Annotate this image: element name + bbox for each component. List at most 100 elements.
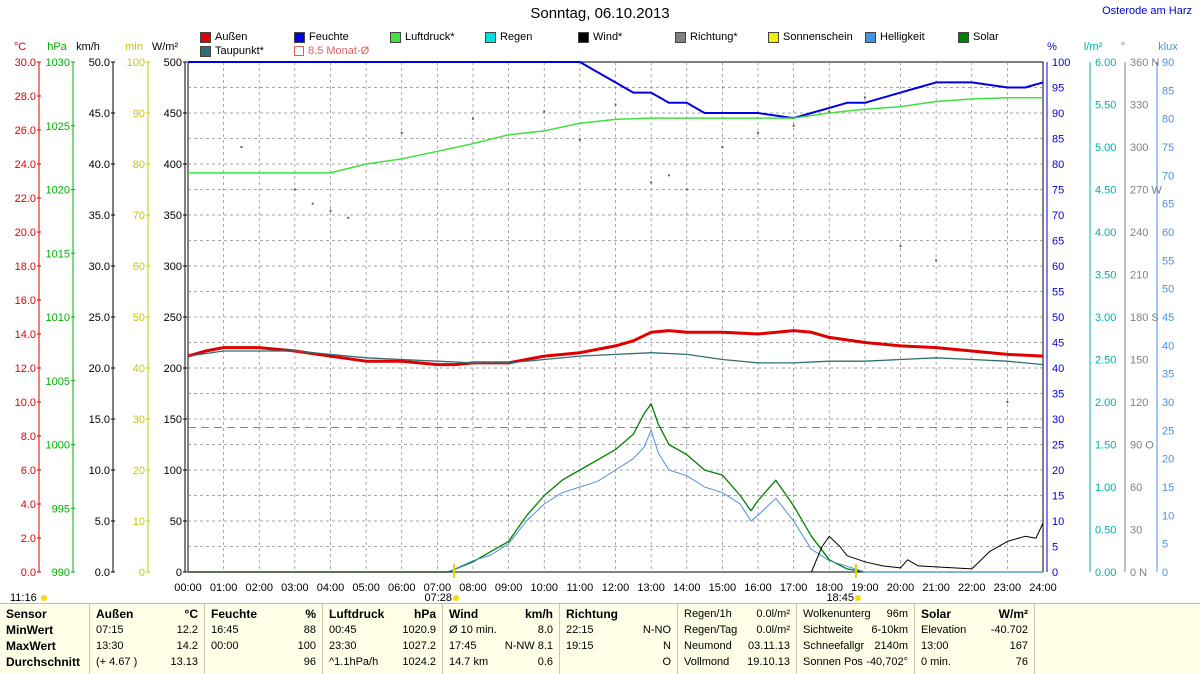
direction-point bbox=[240, 146, 243, 148]
x-tick-label: 04:00 bbox=[317, 582, 345, 594]
stats-cell-value: 8.0 bbox=[537, 624, 553, 636]
legend-swatch bbox=[200, 31, 211, 43]
axis-tick-label: 1030 bbox=[46, 57, 70, 69]
axis-tick-label: 14.0 bbox=[15, 329, 36, 341]
stats-header: Feuchte bbox=[211, 607, 258, 621]
axis-tick-label: 500 bbox=[164, 57, 182, 69]
stats-cell-value: 100 bbox=[297, 640, 316, 652]
axis-tick-label: 30 bbox=[1162, 397, 1174, 409]
stats-header: Wind bbox=[449, 607, 479, 621]
axis-tick-label: 2.0 bbox=[21, 533, 36, 545]
direction-point bbox=[293, 188, 296, 191]
stats-unit: hPa bbox=[413, 607, 436, 621]
sunrise-marker-label: 07:28 bbox=[424, 592, 452, 603]
axis-unit: l/m² bbox=[1084, 41, 1103, 53]
axis-tick-label: 10.0 bbox=[15, 397, 36, 409]
stats-cell-time: 13:00 bbox=[921, 640, 949, 652]
axis-tick-label: 30 bbox=[1130, 525, 1142, 537]
axis-tick-label: 2.50 bbox=[1095, 355, 1116, 367]
x-tick-label: 06:00 bbox=[388, 582, 416, 594]
axis-tick-label: 5.0 bbox=[95, 516, 110, 528]
direction-point bbox=[614, 103, 617, 106]
axis-tick-label: 40 bbox=[1162, 340, 1174, 352]
legend-label: Feuchte bbox=[309, 31, 349, 43]
axis-tick-label: 5.00 bbox=[1095, 142, 1116, 154]
direction-point bbox=[721, 146, 724, 148]
stats-column: Feuchte% 16:45 88 00:00 100 96 bbox=[205, 604, 323, 674]
legend-swatch bbox=[675, 31, 686, 43]
direction-point bbox=[828, 110, 831, 113]
axis-tick-label: 0.50 bbox=[1095, 525, 1116, 537]
stats-row-label: MinWert bbox=[6, 623, 54, 637]
axis-tick-label: 4.0 bbox=[21, 499, 36, 511]
direction-point bbox=[472, 117, 474, 120]
stats-header: Solar bbox=[921, 607, 952, 621]
axis-tick-label: 210 bbox=[1130, 270, 1148, 282]
stats-column: Wolkenunterg 96m Sichtweite 6-10km Schneefal… bbox=[797, 604, 915, 674]
legend-swatch bbox=[958, 31, 969, 43]
axis-tick-label: 270 W bbox=[1130, 185, 1162, 197]
sunset-marker-label: 18:45 bbox=[826, 592, 854, 603]
stats-cell-value: 167 bbox=[1009, 640, 1028, 652]
axis-tick-label: 30.0 bbox=[15, 57, 36, 69]
stats-cell-time: 23:30 bbox=[329, 640, 357, 652]
stats-unit: W/m² bbox=[998, 607, 1028, 621]
stats-cell-value: 0.6 bbox=[537, 656, 553, 668]
stats-cell-time: 00:45 bbox=[329, 624, 357, 636]
legend-swatch bbox=[768, 31, 779, 43]
legend-label: Helligkeit bbox=[880, 31, 925, 43]
axis-tick-label: 90 bbox=[1162, 57, 1174, 69]
axis-tick-label: 30 bbox=[133, 414, 145, 426]
axis-unit: °C bbox=[14, 41, 26, 53]
axis-tick-label: 1.00 bbox=[1095, 482, 1116, 494]
stats-cell-value: 96 bbox=[303, 656, 316, 668]
axis-tick-label: 80 bbox=[133, 159, 145, 171]
legend-item: Richtung* bbox=[675, 31, 738, 43]
axis-tick-label: 4.00 bbox=[1095, 227, 1116, 239]
legend-item: Regen bbox=[485, 31, 532, 43]
x-tick-label: 23:00 bbox=[994, 582, 1022, 594]
legend-label: Solar bbox=[973, 31, 999, 43]
axis-tick-label: 6.0 bbox=[21, 465, 36, 477]
axis-tick-label: 15 bbox=[1162, 482, 1174, 494]
direction-point bbox=[685, 188, 688, 191]
legend-swatch bbox=[390, 31, 401, 43]
axis-tick-label: 55 bbox=[1162, 255, 1174, 267]
stats-cell-time: Regen/Tag bbox=[684, 624, 738, 636]
series-line-auen bbox=[187, 329, 1044, 367]
legend-label: 8.5 Monat-Ø bbox=[308, 45, 370, 57]
stats-unit: % bbox=[305, 607, 316, 621]
axis-tick-label: 65 bbox=[1052, 236, 1064, 248]
direction-point bbox=[899, 245, 902, 248]
axis-tick-label: 28.0 bbox=[15, 91, 36, 103]
stats-unit: km/h bbox=[524, 607, 553, 621]
axis-tick-label: 30 bbox=[1052, 414, 1064, 426]
axis-tick-label: 12.0 bbox=[15, 363, 36, 375]
series-line-taupunkt bbox=[187, 350, 1044, 366]
x-tick-label: 00:00 bbox=[174, 582, 202, 594]
axis-tick-label: 50 bbox=[1162, 284, 1174, 296]
stats-panel: Sensor MinWert MaxWert Durchschnitt Außen °C 0… bbox=[0, 603, 1200, 674]
stats-column: Regen/1h 0.0l/m² Regen/Tag 0.0l/m² Neumond 03… bbox=[678, 604, 797, 674]
legend-label: Richtung* bbox=[690, 31, 738, 43]
axis-tick-label: 60 bbox=[1052, 261, 1064, 273]
axis-tick-label: 1.50 bbox=[1095, 440, 1116, 452]
axis-tick-label: 60 bbox=[1130, 482, 1142, 494]
axis-tick-label: 40.0 bbox=[89, 159, 110, 171]
axis-tick-label: 990 bbox=[52, 567, 70, 579]
axis-tick-label: 0 bbox=[176, 567, 182, 579]
legend-item: 8.5 Monat-Ø bbox=[294, 45, 369, 57]
series-line-luftdruck bbox=[188, 96, 1043, 174]
station-link[interactable]: Osterode am Harz bbox=[1102, 5, 1192, 17]
sunset-marker-dot bbox=[854, 595, 861, 601]
stats-cell-value: 1024.2 bbox=[402, 656, 436, 668]
stats-cell-value: 76 bbox=[1015, 656, 1028, 668]
axis-tick-label: 3.00 bbox=[1095, 312, 1116, 324]
axis-tick-label: 5 bbox=[1162, 539, 1168, 551]
day-length-label: 11:16 bbox=[10, 592, 37, 603]
axis-tick-label: 85 bbox=[1052, 134, 1064, 146]
axis-tick-label: 50.0 bbox=[89, 57, 110, 69]
x-tick-label: 22:00 bbox=[958, 582, 986, 594]
direction-point bbox=[400, 131, 403, 134]
direction-point bbox=[757, 131, 759, 134]
